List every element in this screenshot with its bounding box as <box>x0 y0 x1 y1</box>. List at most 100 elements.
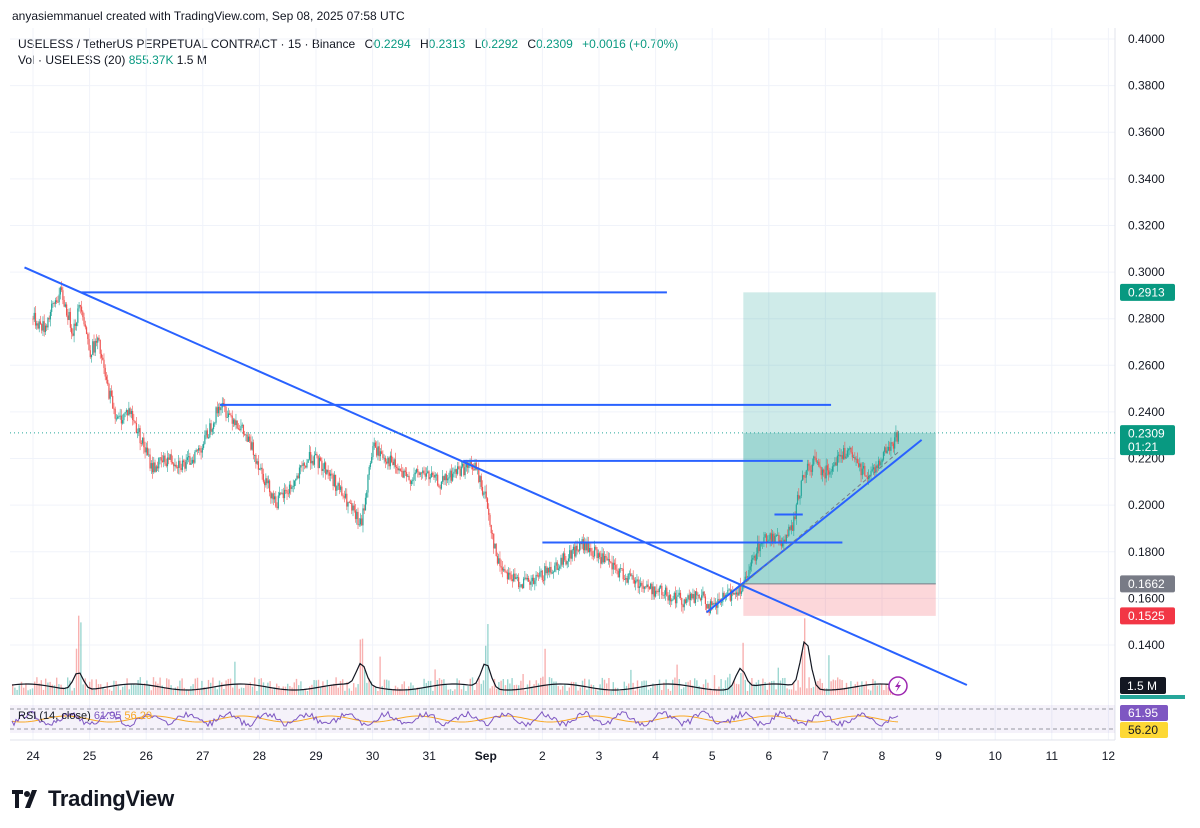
candle-body <box>219 406 221 411</box>
tradingview-logo[interactable]: TradingView <box>12 786 174 812</box>
candle-body <box>668 594 670 601</box>
volume-bar <box>674 677 676 695</box>
candle-body <box>616 569 618 571</box>
candle-body <box>160 457 162 461</box>
volume-bar <box>64 687 67 695</box>
volume-bar <box>128 689 130 695</box>
price-label-badge <box>1120 425 1175 456</box>
candle-body <box>587 541 589 553</box>
volume-bar <box>828 655 830 695</box>
candle-body <box>683 599 685 608</box>
volume-bar <box>375 686 377 695</box>
candle-body <box>747 576 749 578</box>
volume-bar <box>95 679 97 695</box>
price-label-badge <box>1120 283 1175 301</box>
candle-body <box>145 447 147 453</box>
rsi-label[interactable]: RSI (14, close) <box>18 710 91 722</box>
candle-body <box>458 466 460 470</box>
candle-body <box>303 463 306 466</box>
candle-body <box>846 450 848 457</box>
volume-bar <box>830 681 832 695</box>
candle-body <box>443 476 445 481</box>
candle-body <box>59 287 61 295</box>
close-value: 0.2309 <box>536 37 573 51</box>
volume-bar <box>819 678 821 695</box>
candle-body <box>46 325 48 328</box>
volume-bar <box>698 685 700 695</box>
candle-body <box>379 451 382 457</box>
candle-body <box>895 432 897 438</box>
candle-body <box>702 591 704 596</box>
volume-bar <box>190 686 192 695</box>
candle-body <box>595 546 597 550</box>
volume-bar <box>282 686 284 695</box>
candle-body <box>84 324 86 328</box>
candle-body <box>444 474 446 481</box>
volume-bar <box>456 678 458 695</box>
volume-bar <box>361 638 364 695</box>
candle-body <box>291 486 293 489</box>
volume-bar <box>119 689 122 695</box>
candle-body <box>646 584 648 588</box>
candle-body <box>782 543 784 547</box>
candle-body <box>67 315 69 320</box>
candle-body <box>369 462 372 467</box>
volume-bar <box>155 681 157 695</box>
volume-bar <box>67 677 69 695</box>
candle-body <box>409 480 411 484</box>
candle-body <box>191 459 193 464</box>
candle-body <box>483 493 485 495</box>
candle-body <box>693 594 695 603</box>
volume-bar <box>625 685 628 695</box>
volume-bar <box>185 689 188 695</box>
candle-body <box>753 555 755 559</box>
candle-body <box>590 548 592 552</box>
candle-body <box>489 514 491 525</box>
candle-body <box>852 456 855 458</box>
candle-body <box>510 574 512 580</box>
volume-bar <box>73 687 75 695</box>
candle-body <box>338 483 340 490</box>
candle-body <box>801 475 804 481</box>
volume-bar <box>106 682 108 695</box>
candle-body <box>316 453 318 456</box>
candle-body <box>442 476 444 482</box>
candle-body <box>47 317 49 328</box>
candle-body <box>701 595 703 601</box>
candle-body <box>838 454 840 456</box>
candle-body <box>608 559 611 562</box>
volume-bar <box>141 684 144 695</box>
candle-body <box>393 459 395 466</box>
candle-body <box>181 460 184 470</box>
candle-body <box>808 463 810 466</box>
candle-body <box>64 304 66 307</box>
volume-bar <box>621 690 623 695</box>
volume-bar <box>276 683 278 695</box>
candle-body <box>383 457 385 459</box>
volume-bar <box>339 680 342 695</box>
volume-bar <box>817 680 819 695</box>
candle-body <box>134 421 136 423</box>
candle-body <box>38 321 40 329</box>
candle-body <box>104 367 106 377</box>
volume-bar <box>335 677 337 695</box>
candle-body <box>391 455 393 462</box>
volume-bar <box>227 678 229 695</box>
candle-body <box>677 595 679 597</box>
candle-body <box>592 555 594 557</box>
volume-bar <box>53 685 56 695</box>
volume-value-badge <box>1120 695 1185 699</box>
volume-label[interactable]: Vol · USELESS (20) <box>18 53 126 67</box>
candle-body <box>788 526 790 536</box>
candle-body <box>448 477 450 479</box>
volume-bar <box>42 689 45 695</box>
volume-bar <box>599 684 601 695</box>
candle-body <box>149 454 151 469</box>
candle-body <box>830 471 832 473</box>
symbol-title[interactable]: USELESS / TetherUS PERPETUAL CONTRACT · … <box>18 37 356 51</box>
candle-body <box>574 546 576 557</box>
volume-bar <box>639 688 641 695</box>
candle-body <box>465 462 467 468</box>
candle-body <box>513 573 515 581</box>
